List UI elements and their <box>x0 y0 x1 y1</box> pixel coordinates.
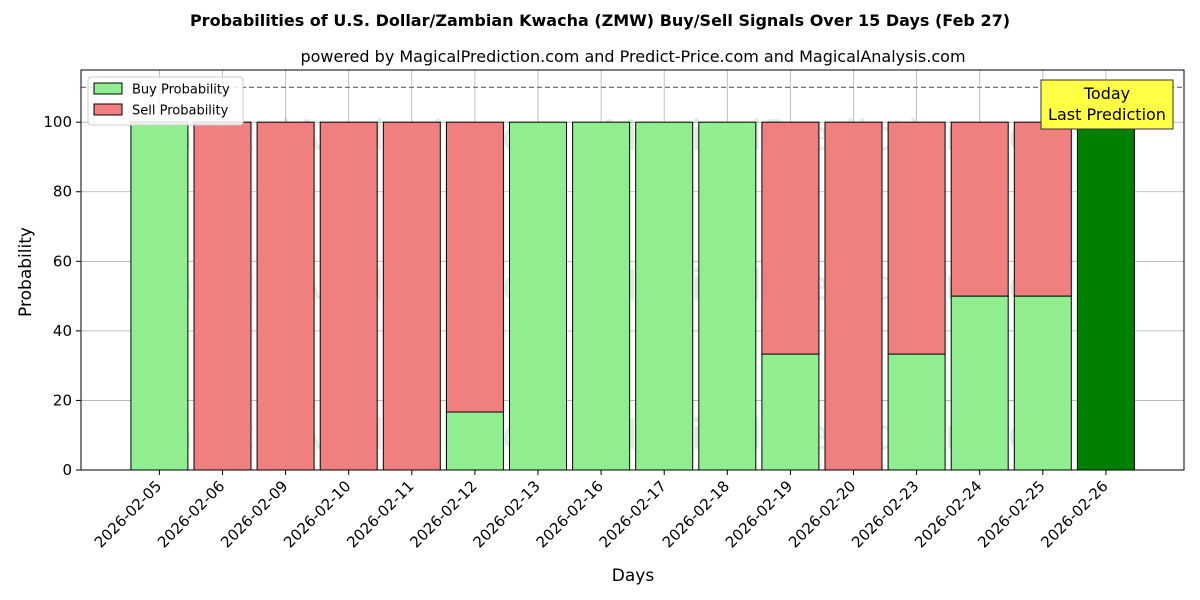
x-tick-label: 2026-02-12 <box>406 477 480 551</box>
bar-sell-2026-02-12 <box>445 121 504 413</box>
legend-swatch-buy <box>93 82 123 95</box>
x-tick-label: 2026-02-23 <box>848 477 922 551</box>
x-tick-label: 2026-02-20 <box>785 477 859 551</box>
bar-buy-2026-02-17 <box>635 121 694 471</box>
bar-buy-2026-02-18 <box>698 121 757 471</box>
x-tick-label: 2026-02-25 <box>974 477 1048 551</box>
legend-box <box>87 76 244 126</box>
x-tick-label: 2026-02-10 <box>280 477 354 551</box>
bar-sell-2026-02-23 <box>887 121 946 355</box>
x-tick-label: 2026-02-09 <box>217 477 291 551</box>
x-tick-label: 2026-02-06 <box>154 477 228 551</box>
y-tick-label: 60 <box>53 252 72 270</box>
bar-buy-2026-02-19 <box>761 353 820 471</box>
bar-sell-2026-02-09 <box>256 121 315 471</box>
x-tick-label: 2026-02-16 <box>533 477 607 551</box>
legend-swatch-sell <box>93 103 123 116</box>
y-tick-label: 100 <box>43 113 72 131</box>
bar-sell-2026-02-06 <box>193 121 252 471</box>
y-axis: 0 20 40 60 80 100 <box>43 113 81 479</box>
x-tick-label: 2026-02-24 <box>911 477 985 551</box>
x-tick-label: 2026-02-26 <box>1037 477 1111 551</box>
x-tick-label: 2026-02-18 <box>659 477 733 551</box>
x-tick-label: 2026-02-17 <box>596 477 670 551</box>
bar-buy-2026-02-12 <box>445 411 504 471</box>
y-tick-label: 20 <box>53 391 72 409</box>
y-tick-label: 80 <box>53 183 72 201</box>
bar-sell-2026-02-10 <box>319 121 378 471</box>
x-axis-label: Days <box>612 566 655 586</box>
x-tick-label: 2026-02-19 <box>722 477 796 551</box>
x-tick-label: 2026-02-13 <box>469 477 543 551</box>
x-axis: 2026-02-052026-02-062026-02-092026-02-10… <box>91 470 1112 551</box>
chart-title: Probabilities of U.S. Dollar/Zambian Kwa… <box>190 11 1010 30</box>
x-tick-label: 2026-02-11 <box>343 477 417 551</box>
chart-subtitle: powered by MagicalPrediction.com and Pre… <box>300 47 965 66</box>
bar-sell-2026-02-25 <box>1013 121 1072 297</box>
legend-label-buy: Buy Probability <box>132 83 230 98</box>
bar-sell-2026-02-19 <box>761 121 820 355</box>
bar-sell-2026-02-24 <box>950 121 1009 297</box>
today-label: Today <box>1083 84 1130 103</box>
x-tick-label: 2026-02-05 <box>91 477 165 551</box>
plot-frame <box>80 69 1185 471</box>
bar-buy-2026-02-23 <box>887 353 946 471</box>
today-box <box>1040 79 1174 130</box>
y-axis-label: Probability <box>16 227 36 317</box>
bar-sell-2026-02-20 <box>824 121 883 471</box>
last-prediction-label: Last Prediction <box>1048 105 1166 124</box>
bar-buy-2026-02-24 <box>950 295 1009 471</box>
today-annotation: Today Last Prediction <box>1040 79 1174 130</box>
bar-buy-2026-02-16 <box>572 121 631 471</box>
legend-label-sell: Sell Probability <box>132 104 229 119</box>
bars <box>130 121 1135 471</box>
legend: Buy Probability Sell Probability <box>87 76 244 126</box>
y-tick-label: 40 <box>53 322 72 340</box>
bar-buy-2026-02-25 <box>1013 295 1072 471</box>
bar-buy-2026-02-05 <box>130 121 189 471</box>
bar-buy-2026-02-13 <box>509 121 567 471</box>
bar-sell-2026-02-11 <box>382 121 441 471</box>
bar-buy-2026-02-26 <box>1076 121 1135 471</box>
y-tick-label: 0 <box>62 461 72 479</box>
